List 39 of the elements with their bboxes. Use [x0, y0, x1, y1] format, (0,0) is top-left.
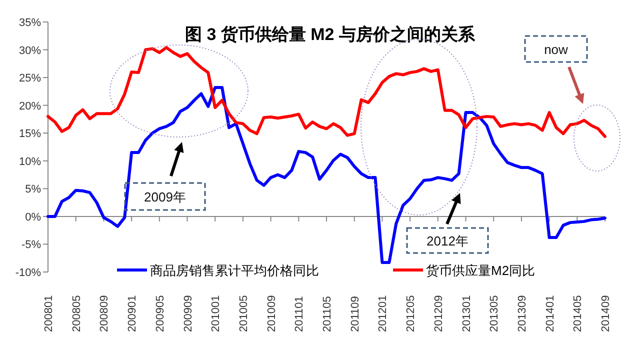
x-tick-label: 201201: [377, 295, 390, 332]
x-tick-label: 200805: [70, 295, 83, 332]
x-tick-label: 201409: [600, 295, 612, 332]
x-tick-label: 201005: [238, 295, 250, 332]
x-tick-label: 200901: [126, 295, 139, 332]
y-tick-label: 0%: [25, 211, 42, 224]
x-tick-label: 201401: [544, 295, 556, 332]
x-tick-label: 201209: [432, 295, 445, 332]
y-tick-label: -10%: [15, 267, 42, 279]
y-tick-label: 5%: [25, 184, 42, 196]
legend-label: 货币供应量M2同比: [426, 263, 536, 278]
x-tick-label: 201309: [516, 295, 528, 332]
x-tick-label: 201405: [572, 295, 584, 332]
annotation: 2012年: [426, 234, 468, 248]
x-tick-label: 201305: [488, 295, 501, 332]
annotation: 2009年: [144, 190, 186, 204]
y-tick-label: 20%: [18, 100, 42, 112]
x-tick-label: 201109: [349, 296, 362, 332]
y-tick-label: 35%: [18, 17, 42, 29]
x-tick-label: 200909: [182, 295, 194, 332]
x-tick-label: 201009: [266, 295, 278, 332]
x-tick-label: 201205: [405, 295, 418, 332]
line-series: [46, 46, 606, 138]
x-tick-label: 200809: [98, 295, 111, 332]
y-tick-label: -5%: [21, 239, 42, 252]
line-series: [46, 86, 606, 264]
x-tick-label: 200905: [154, 295, 166, 332]
x-tick-label: 201301: [460, 295, 473, 332]
x-tick-label: 200801: [43, 295, 55, 332]
chart-title: 图 3 货币供给量 M2 与房价之间的关系: [185, 25, 476, 44]
x-tick-label: 201001: [210, 295, 222, 332]
y-tick-label: 30%: [18, 44, 42, 57]
y-tick-label: 15%: [18, 128, 42, 140]
y-tick-label: 25%: [18, 72, 42, 85]
annotation: now: [544, 42, 569, 57]
y-tick-label: 10%: [18, 156, 42, 168]
x-tick-label: 201105: [322, 296, 334, 332]
legend-label: 商品房销售累计平均价格同比: [150, 263, 319, 278]
x-tick-label: 201101: [294, 296, 306, 332]
